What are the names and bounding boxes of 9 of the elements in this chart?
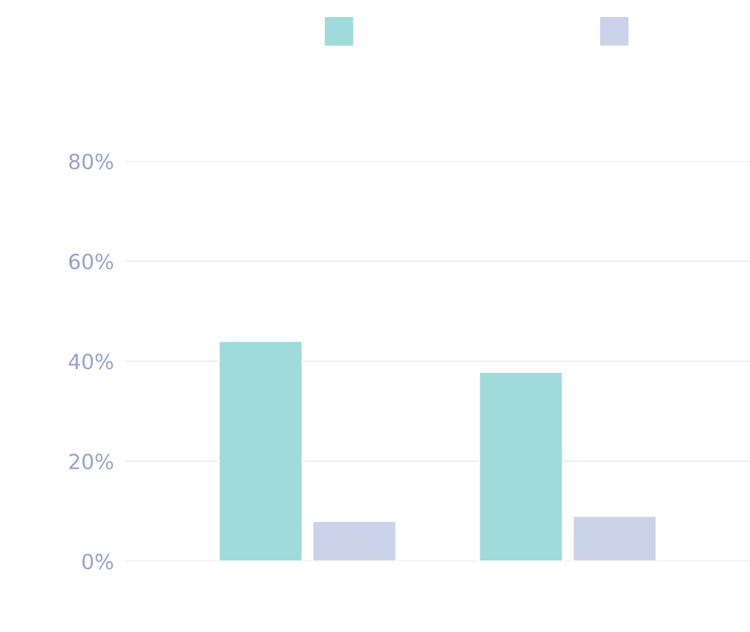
bar [572,516,657,562]
y-tick-label: 20% [69,454,113,470]
y-tick-label: 80% [69,154,113,170]
y-tick-label: 0% [82,554,113,570]
y-tick-label: 40% [68,354,113,370]
bar [218,340,303,562]
bar [312,520,397,562]
y-tick-label: 60% [69,254,113,270]
bar [478,371,564,562]
